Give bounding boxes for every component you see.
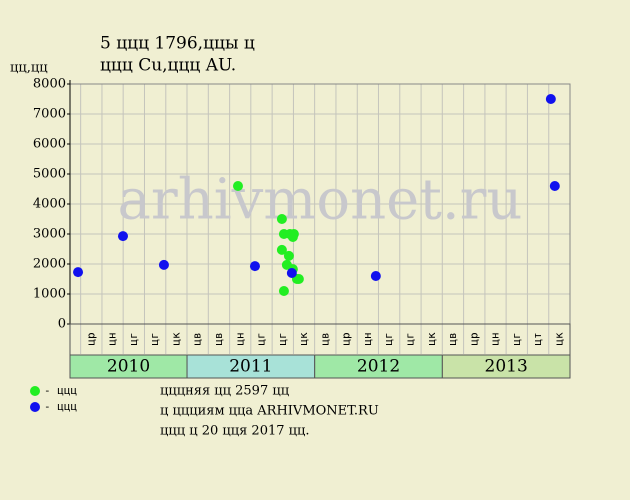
- x-tick-label: цв: [318, 332, 331, 345]
- point: [232, 181, 243, 191]
- point: [293, 274, 304, 284]
- x-tick-label: цг: [127, 332, 140, 345]
- x-tick-label: цг: [510, 332, 523, 345]
- point: [286, 268, 297, 278]
- point: [276, 214, 287, 224]
- legend-label: - ццц: [44, 384, 77, 397]
- x-tick-label: цн: [106, 332, 119, 345]
- point: [158, 259, 169, 270]
- y-axis-label: цц,цц: [10, 61, 48, 76]
- x-tick-label: цг: [403, 332, 416, 345]
- month-frame: [69, 323, 571, 356]
- point: [278, 286, 289, 296]
- y-tick-label: 5000: [33, 167, 66, 182]
- x-tick-label: цк: [425, 332, 438, 346]
- x-tick-label: цр: [340, 332, 353, 345]
- point: [117, 231, 128, 242]
- x-tick-label: цг: [148, 332, 161, 345]
- y-tick-label: 1000: [33, 287, 66, 302]
- x-tick-label: цг: [254, 332, 267, 345]
- x-tick-label: цг: [276, 332, 289, 345]
- x-tick-label: цт: [531, 332, 544, 345]
- legend-label: - ццц: [44, 400, 77, 413]
- footer-line: цццняя цц 2597 цц: [160, 384, 289, 399]
- point: [276, 244, 287, 255]
- point: [370, 271, 381, 281]
- y-tick-label: 3000: [33, 227, 66, 242]
- x-tick-label: цн: [233, 332, 246, 345]
- x-tick-label: цн: [489, 332, 502, 345]
- x-tick-label: цв: [212, 332, 225, 345]
- point: [287, 232, 298, 242]
- year-label: 2012: [357, 357, 400, 377]
- y-tick-label: 4000: [33, 197, 66, 212]
- x-tick-label: цк: [552, 332, 565, 346]
- point: [545, 94, 556, 104]
- point: [549, 181, 560, 191]
- x-tick-label: цв: [446, 332, 459, 345]
- footer-line: ц ццциям ццa ARHIVMONET.RU: [160, 404, 379, 419]
- y-tick-label: 8000: [33, 77, 66, 92]
- chart-title: 5 ццц 1796,ццы ц: [100, 34, 255, 54]
- y-tick-label: 0: [58, 317, 66, 332]
- footer-line: ццц ц 20 цця 2017 цц.: [160, 424, 310, 439]
- x-tick-label: цк: [169, 332, 182, 346]
- x-tick-label: цк: [297, 332, 310, 346]
- x-tick-label: цр: [467, 332, 480, 345]
- point: [283, 250, 294, 261]
- x-tick-label: цг: [382, 332, 395, 345]
- point: [73, 267, 84, 278]
- x-tick-label: цв: [191, 332, 204, 345]
- year-label: 2011: [229, 357, 272, 377]
- watermark: arhivmonet.ru: [118, 168, 523, 233]
- legend-marker: [30, 402, 40, 412]
- legend-marker: [30, 386, 40, 396]
- y-tick-label: 6000: [33, 137, 66, 152]
- chart-subtitle: ццц Cu,ццц AU.: [100, 56, 236, 76]
- point: [249, 261, 260, 272]
- x-tick-label: цр: [84, 332, 97, 345]
- y-tick-label: 2000: [33, 257, 66, 272]
- x-tick-label: цн: [361, 332, 374, 345]
- year-label: 2010: [107, 357, 150, 377]
- y-tick-label: 7000: [33, 107, 66, 122]
- year-label: 2013: [485, 357, 528, 377]
